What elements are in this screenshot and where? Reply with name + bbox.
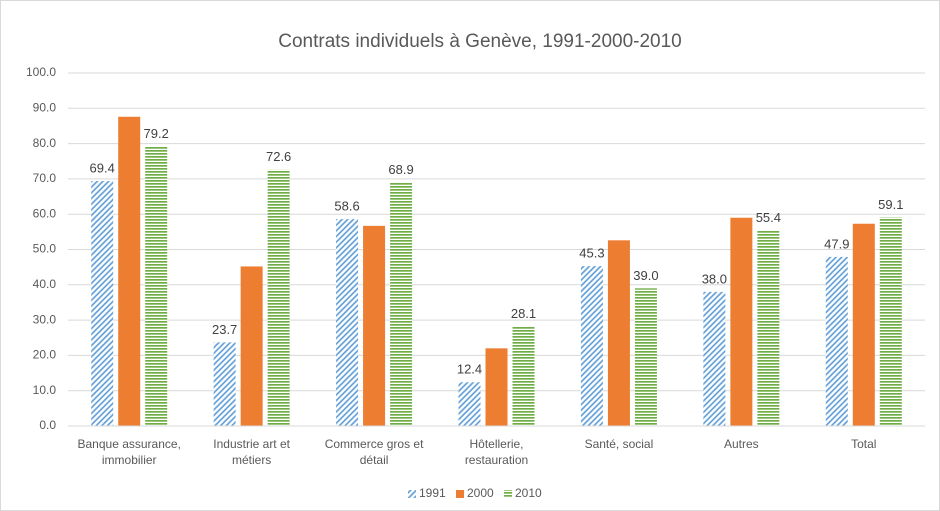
bar [512, 326, 535, 426]
x-tick-label: Total [851, 437, 876, 451]
legend-label: 2010 [515, 486, 542, 500]
data-label: 59.1 [878, 197, 903, 212]
bar [852, 223, 875, 426]
y-tick-label: 10.0 [33, 383, 57, 397]
bar [703, 291, 726, 426]
x-tick-label: Industrie art et métiers [213, 437, 290, 467]
bar [390, 182, 413, 426]
bar [145, 146, 168, 426]
bar [580, 266, 603, 426]
x-tick-label: Autres [724, 437, 759, 451]
y-tick-label: 70.0 [33, 171, 57, 185]
bar [879, 217, 902, 426]
bar [91, 181, 114, 426]
bar [240, 266, 263, 426]
x-tick-label: Commerce gros et détail [325, 437, 424, 467]
chart-title: Contrats individuels à Genève, 1991-2000… [278, 31, 682, 52]
legend-swatch [408, 490, 416, 498]
y-tick-label: 40.0 [33, 277, 57, 291]
y-tick-label: 60.0 [33, 206, 57, 220]
data-label: 39.0 [633, 268, 658, 283]
bar [757, 230, 780, 426]
bar [607, 240, 630, 426]
data-label: 55.4 [756, 210, 781, 225]
data-label: 58.6 [334, 199, 359, 214]
legend-swatch [456, 490, 464, 498]
legend-label: 2000 [467, 486, 494, 500]
x-tick-label: Banque assurance, immobilier [78, 437, 181, 467]
data-label: 23.7 [212, 322, 237, 337]
bar [118, 116, 141, 426]
y-tick-label: 90.0 [33, 100, 57, 114]
data-label: 72.6 [266, 149, 291, 164]
data-label: 38.0 [702, 271, 727, 286]
legend-swatch [504, 490, 512, 498]
data-label: 68.9 [388, 162, 413, 177]
bar [336, 219, 359, 426]
bar [730, 217, 753, 426]
bar [825, 256, 848, 426]
data-label: 69.4 [90, 160, 115, 175]
legend-label: 1991 [419, 486, 446, 500]
data-label: 45.3 [579, 246, 604, 261]
y-tick-label: 20.0 [33, 348, 57, 362]
data-label: 28.1 [511, 306, 536, 321]
y-tick-label: 50.0 [33, 242, 57, 256]
data-label: 12.4 [457, 362, 482, 377]
bar [213, 342, 236, 426]
x-tick-label: Santé, social [585, 437, 654, 451]
y-tick-label: 100.0 [26, 65, 56, 79]
bar [267, 169, 290, 427]
y-tick-label: 80.0 [33, 136, 57, 150]
data-label: 79.2 [144, 126, 169, 141]
y-tick-label: 30.0 [33, 312, 57, 326]
bar [634, 288, 657, 426]
y-tick-label: 0.0 [39, 418, 56, 432]
bar [363, 225, 386, 426]
bar [485, 348, 508, 426]
bar [458, 382, 481, 426]
x-tick-label: Hôtellerie, restauration [465, 437, 528, 467]
data-label: 47.9 [824, 236, 849, 251]
